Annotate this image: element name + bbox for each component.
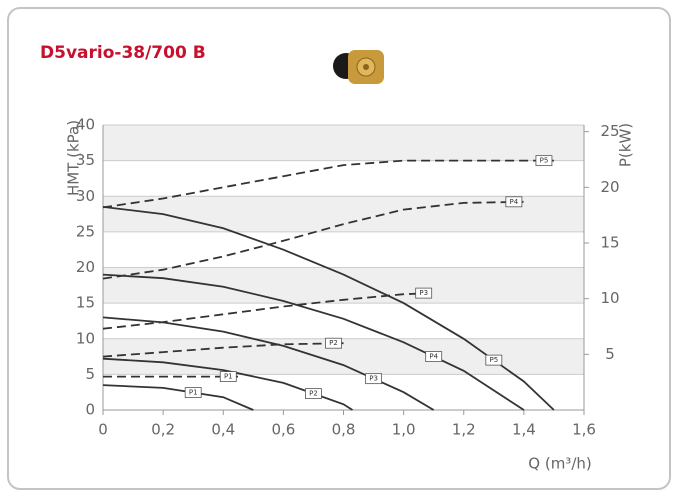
y-tick-label: 40 xyxy=(76,116,95,134)
series-label: P3 xyxy=(369,375,378,383)
grid-band xyxy=(103,267,584,304)
y-tick-label: 5 xyxy=(85,365,95,383)
series-label-box xyxy=(325,337,342,349)
y2-tick-label: 25 xyxy=(600,122,619,140)
series-label: P4 xyxy=(429,353,438,361)
x-tick-label: 1,0 xyxy=(392,421,416,439)
series-label-box xyxy=(365,373,382,385)
grid-band xyxy=(103,338,584,375)
series-label: P2 xyxy=(309,390,318,398)
y-tick-label: 10 xyxy=(76,329,95,347)
series-label-box xyxy=(425,351,443,362)
series-label-box xyxy=(184,387,202,398)
x-tick-label: 0,6 xyxy=(271,421,295,439)
series-label: P5 xyxy=(489,356,498,364)
y2-tick-label: 5 xyxy=(605,345,615,363)
x-tick-label: 0 xyxy=(98,421,108,439)
x-tick-label: 1,2 xyxy=(452,421,476,439)
y-axis-title: HMT (kPa) xyxy=(65,120,83,196)
x-tick-label: 0,8 xyxy=(332,421,356,439)
y-tick-label: 0 xyxy=(85,401,95,419)
x-tick-label: 1,6 xyxy=(572,421,596,439)
y-tick-label: 15 xyxy=(76,294,95,312)
x-tick-label: 0,4 xyxy=(211,421,235,439)
y-tick-label: 30 xyxy=(76,187,95,205)
series-label: P4 xyxy=(510,198,519,206)
series-line xyxy=(102,159,554,209)
series-line xyxy=(102,292,434,330)
y2-tick-label: 15 xyxy=(600,234,619,252)
series-line xyxy=(102,206,555,411)
series-label: P2 xyxy=(329,339,338,347)
x-tick-label: 0,2 xyxy=(151,421,175,439)
chart-title: D5vario-38/700 B xyxy=(40,43,206,63)
series-label-box xyxy=(415,287,433,299)
series-line xyxy=(102,200,524,280)
x-axis-title: Q (m³/h) xyxy=(528,455,591,473)
grid-band xyxy=(103,125,584,161)
series-label-box xyxy=(535,155,553,167)
y2-axis-title: P(kW) xyxy=(617,123,635,167)
series-label: P1 xyxy=(224,373,233,381)
y-tick-label: 20 xyxy=(76,258,95,276)
y2-tick-label: 10 xyxy=(600,289,619,307)
series-label: P5 xyxy=(540,157,549,165)
y2-tick-label: 20 xyxy=(600,178,619,196)
series-label: P3 xyxy=(419,289,428,297)
series-line xyxy=(102,342,344,358)
y-tick-label: 25 xyxy=(76,222,95,240)
series-label-box xyxy=(219,371,237,383)
card xyxy=(7,7,671,490)
series-line xyxy=(102,357,353,411)
series-label: P1 xyxy=(189,389,198,397)
series-label-box xyxy=(485,354,503,366)
series-label-box xyxy=(305,388,322,400)
product-image xyxy=(333,50,384,84)
series-line xyxy=(102,273,525,411)
x-tick-label: 1,4 xyxy=(512,421,536,439)
y-tick-label: 35 xyxy=(76,151,95,169)
series-label-box xyxy=(505,196,523,208)
